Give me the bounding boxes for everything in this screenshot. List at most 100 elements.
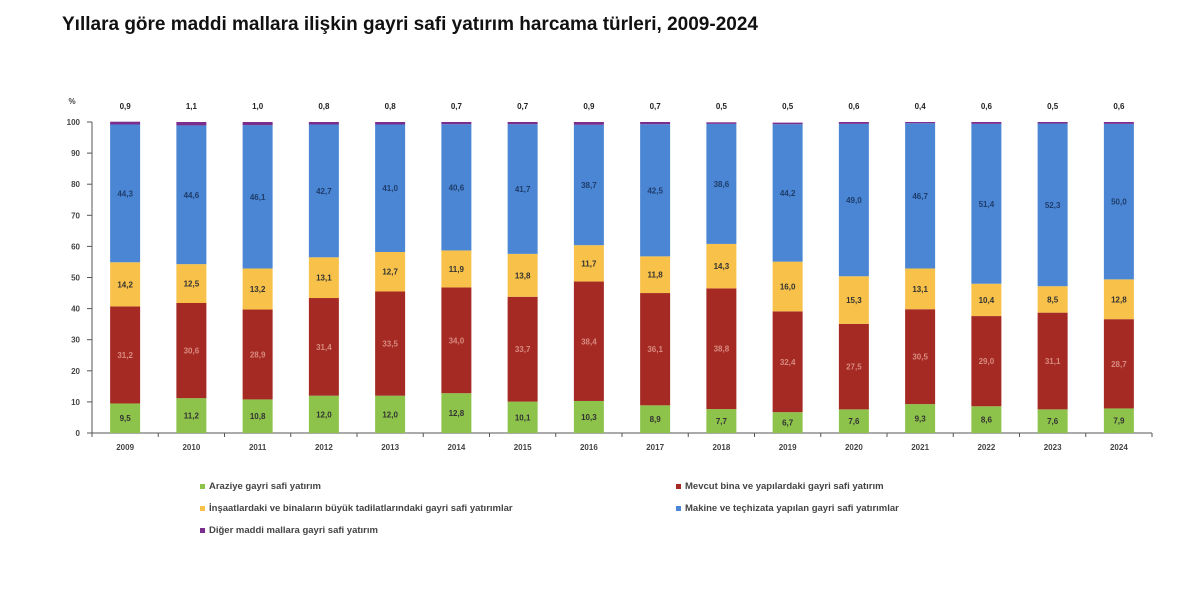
bar-segment xyxy=(772,311,803,413)
bar-segment xyxy=(242,122,273,126)
bar-segment xyxy=(375,291,406,396)
bar-segment xyxy=(176,303,207,399)
data-label: 31,2 xyxy=(117,351,133,360)
bar-segment xyxy=(838,123,869,277)
data-label: 41,0 xyxy=(382,184,398,193)
data-label: 33,7 xyxy=(515,345,531,354)
y-tick-label: 60 xyxy=(71,242,80,251)
data-label: 27,5 xyxy=(846,363,862,372)
data-label: 13,1 xyxy=(912,285,928,294)
x-tick-label: 2013 xyxy=(381,443,399,452)
bar-segment xyxy=(905,404,936,433)
data-label: 38,8 xyxy=(714,345,730,354)
bar-segment xyxy=(441,124,472,251)
x-tick-label: 2012 xyxy=(315,443,333,452)
data-label: 0,5 xyxy=(716,102,728,111)
bar-segment xyxy=(1037,312,1068,410)
y-tick-label: 50 xyxy=(71,274,80,283)
bar-segment xyxy=(905,309,936,405)
x-tick-label: 2022 xyxy=(977,443,995,452)
bar-segment xyxy=(838,122,869,124)
bar-segment xyxy=(242,268,273,310)
legend-swatch xyxy=(200,528,205,533)
data-label: 49,0 xyxy=(846,196,862,205)
data-label: 9,3 xyxy=(915,415,927,424)
bar-segment xyxy=(110,403,141,433)
x-tick-label: 2019 xyxy=(779,443,797,452)
legend-label: Araziye gayri safi yatırım xyxy=(209,481,321,492)
legend-swatch xyxy=(676,506,681,511)
bar-segment xyxy=(441,287,472,394)
bar-segment xyxy=(507,401,538,433)
bar-segment xyxy=(573,281,604,401)
bar-segment xyxy=(507,296,538,402)
data-label: 41,7 xyxy=(515,185,531,194)
data-label: 11,8 xyxy=(648,271,664,280)
bar-segment xyxy=(1103,279,1134,320)
data-label: 14,2 xyxy=(117,280,133,289)
y-tick-label: 100 xyxy=(67,118,81,127)
data-label: 13,8 xyxy=(515,271,531,280)
data-label: 0,9 xyxy=(583,102,595,111)
y-tick-label: 40 xyxy=(71,305,80,314)
data-label: 12,5 xyxy=(184,280,200,289)
data-label: 12,8 xyxy=(449,409,465,418)
bar-segment xyxy=(573,122,604,125)
bar-segment xyxy=(905,122,936,124)
data-label: 9,5 xyxy=(120,414,132,423)
data-label: 42,5 xyxy=(647,186,663,195)
data-label: 32,4 xyxy=(780,358,796,367)
data-label: 10,4 xyxy=(979,296,995,305)
data-label: 7,7 xyxy=(716,417,728,426)
data-label: 6,7 xyxy=(782,419,794,428)
bar-segment xyxy=(441,393,472,433)
bar-segment xyxy=(905,123,936,269)
data-label: 44,2 xyxy=(780,189,796,198)
data-label: 8,5 xyxy=(1047,295,1059,304)
bar-segment xyxy=(971,316,1002,407)
data-label: 10,1 xyxy=(515,413,531,422)
bar-segment xyxy=(176,264,207,304)
legend-label: İnşaatlardaki ve binaların büyük tadilat… xyxy=(209,503,513,514)
bar-segment xyxy=(772,412,803,433)
bar-segment xyxy=(1037,409,1068,433)
data-label: 46,1 xyxy=(250,193,266,202)
bar-segment xyxy=(838,323,869,410)
y-axis-unit-label: % xyxy=(68,97,75,106)
bar-segment xyxy=(706,243,737,289)
data-label: 46,7 xyxy=(912,192,928,201)
bar-segment xyxy=(1103,319,1134,409)
x-tick-label: 2017 xyxy=(646,443,664,452)
data-label: 16,0 xyxy=(780,283,796,292)
data-label: 0,7 xyxy=(517,102,529,111)
legend-label: Mevcut bina ve yapılardaki gayri safi ya… xyxy=(685,481,884,492)
data-label: 8,6 xyxy=(981,416,993,425)
data-label: 11,2 xyxy=(184,412,200,421)
data-label: 1,1 xyxy=(186,102,198,111)
data-label: 7,6 xyxy=(848,417,860,426)
data-label: 0,6 xyxy=(981,102,993,111)
bar-segment xyxy=(242,399,273,433)
y-tick-label: 10 xyxy=(71,398,80,407)
legend-item-araziye: Araziye gayri safi yatırım xyxy=(200,481,321,492)
bar-segment xyxy=(706,123,737,244)
bar-segment xyxy=(507,253,538,297)
bar-segment xyxy=(640,256,671,294)
legend-item-diger: Diğer maddi mallara gayri safi yatırım xyxy=(200,525,378,536)
bar-segment xyxy=(971,406,1002,433)
x-tick-label: 2024 xyxy=(1110,443,1128,452)
legend-item-mevcut-bina: Mevcut bina ve yapılardaki gayri safi ya… xyxy=(676,481,884,492)
bar-segment xyxy=(176,125,207,265)
y-tick-label: 30 xyxy=(71,336,80,345)
bar-segment xyxy=(772,261,803,312)
bar-segment xyxy=(110,306,141,404)
data-label: 14,3 xyxy=(714,262,730,271)
bar-segment xyxy=(1103,122,1134,124)
x-tick-label: 2010 xyxy=(182,443,200,452)
legend-item-makine: Makine ve teçhizata yapılan gayri safi y… xyxy=(676,503,899,514)
bar-segment xyxy=(110,121,141,125)
data-label: 12,0 xyxy=(382,410,398,419)
data-label: 33,5 xyxy=(382,340,398,349)
bar-segment xyxy=(176,122,207,126)
